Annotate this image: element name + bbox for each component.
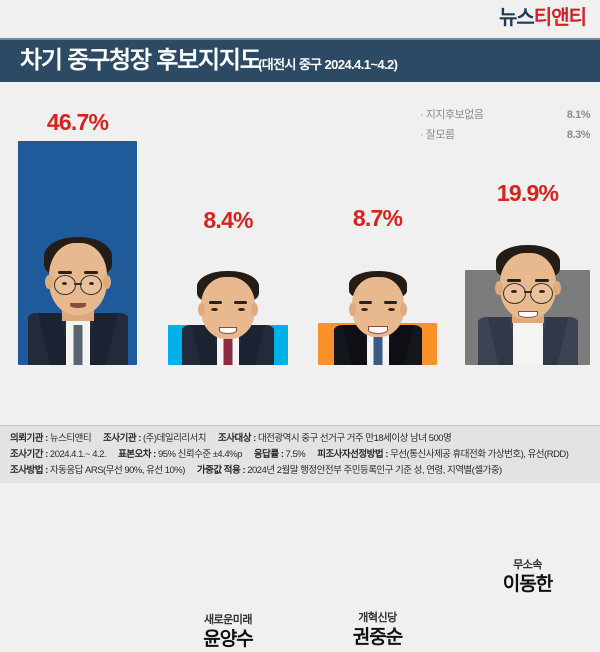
candidate-photo-2 xyxy=(182,267,274,365)
bar-value-1: 46.7% xyxy=(46,109,109,135)
candidate-photo-4 xyxy=(477,243,578,365)
logo-bar: 뉴스티앤티 xyxy=(0,0,600,38)
other-responses: 지지후보없음 8.1% 잘모름 8.3% xyxy=(420,108,591,148)
page-title: 차기 중구청장 후보지지도 xyxy=(20,47,262,74)
footer-key-client: 의뢰기관 : xyxy=(10,433,50,444)
footer-val-sampling: 무선(통신사제공 휴대전화 가상번호), 유선(RDD) xyxy=(390,449,569,460)
footer-line-3: 조사방법 : 자동응답 ARS(무선 90%, 유선 10%) 가중값 적용 : … xyxy=(0,463,600,479)
poll-chart: 지지후보없음 8.1% 잘모름 8.3% 46.7% xyxy=(0,80,600,650)
bar-group-2[interactable]: 8.4% 새로운미래 윤양수 xyxy=(168,207,288,650)
candidate-name-3: 권중순 xyxy=(352,627,403,648)
footer-val-period: 2024.4.1.~ 4.2. xyxy=(49,449,107,460)
bar-value-3: 8.7% xyxy=(352,205,403,231)
footer-val-target: 대전광역시 중구 선거구 거주 만18세이상 남녀 500명 xyxy=(257,433,452,444)
footer-key-response-rate: 응답률 : xyxy=(253,449,286,460)
other-response-label: 잘모름 xyxy=(420,128,455,142)
logo-text-news: 뉴스 xyxy=(498,7,535,29)
other-response-row: 잘모름 8.3% xyxy=(420,128,591,142)
footer-key-agency: 조사기관 : xyxy=(103,433,144,444)
footer-key-margin: 표본오차 : xyxy=(118,449,158,460)
footer-val-response-rate: 7.5% xyxy=(285,449,306,460)
footer-val-client: 뉴스티앤티 xyxy=(49,433,92,444)
page-subtitle: (대전시 중구 2024.4.1~4.2) xyxy=(258,57,398,72)
site-logo[interactable]: 뉴스티앤티 xyxy=(498,7,587,29)
candidate-party-2: 새로운미래 xyxy=(203,614,253,626)
footer-key-target: 조사대상 : xyxy=(218,433,258,444)
footer-val-method: 자동응답 ARS(무선 90%, 유선 10%) xyxy=(49,465,186,476)
bar-value-2: 8.4% xyxy=(203,207,253,233)
candidate-name-2: 윤양수 xyxy=(203,629,253,650)
logo-text-tnt: 티앤티 xyxy=(533,7,587,29)
candidate-photo-1 xyxy=(27,229,128,365)
other-response-value: 8.1% xyxy=(566,109,591,121)
other-response-label: 지지후보없음 xyxy=(420,108,484,122)
footer-line-2: 조사기간 : 2024.4.1.~ 4.2. 표본오차 : 95% 신뢰수준 ±4… xyxy=(0,447,600,463)
title-bar: 차기 중구청장 후보지지도 (대전시 중구 2024.4.1~4.2) xyxy=(0,38,600,82)
bar-group-3[interactable]: 8.7% 개혁신당 권중순 xyxy=(318,205,437,648)
bar-group-1[interactable]: 46.7% xyxy=(18,109,137,466)
footer-key-method: 조사방법 : xyxy=(10,465,50,476)
candidate-party-4: 무소속 xyxy=(513,559,542,571)
survey-methodology-footer: 의뢰기관 : 뉴스티앤티 조사기관 : (주)데일리리서치 조사대상 : 대전광역시… xyxy=(0,425,600,483)
bar-value-4: 19.9% xyxy=(496,180,559,206)
footer-key-sampling: 피조사자선정방법 : xyxy=(317,449,391,460)
candidate-photo-3 xyxy=(333,265,422,365)
footer-val-margin: 95% 신뢰수준 ±4.4%p xyxy=(157,449,242,460)
footer-key-period: 조사기간 : xyxy=(10,449,50,460)
other-response-value: 8.3% xyxy=(566,129,591,141)
candidate-party-3: 개혁신당 xyxy=(358,612,397,624)
footer-line-1: 의뢰기관 : 뉴스티앤티 조사기관 : (주)데일리리서치 조사대상 : 대전광역시… xyxy=(0,431,600,447)
footer-key-weighting: 가중값 적용 : xyxy=(196,465,248,476)
candidate-name-4: 이동한 xyxy=(502,574,553,595)
footer-val-weighting: 2024년 2월말 행정안전부 주민등록인구 기준 성, 연령, 지역별(셀가중… xyxy=(247,465,502,476)
other-response-row: 지지후보없음 8.1% xyxy=(420,108,591,122)
footer-val-agency: (주)데일리리서치 xyxy=(143,433,207,444)
bar-group-4[interactable]: 19.9% 무소속 xyxy=(465,180,590,595)
